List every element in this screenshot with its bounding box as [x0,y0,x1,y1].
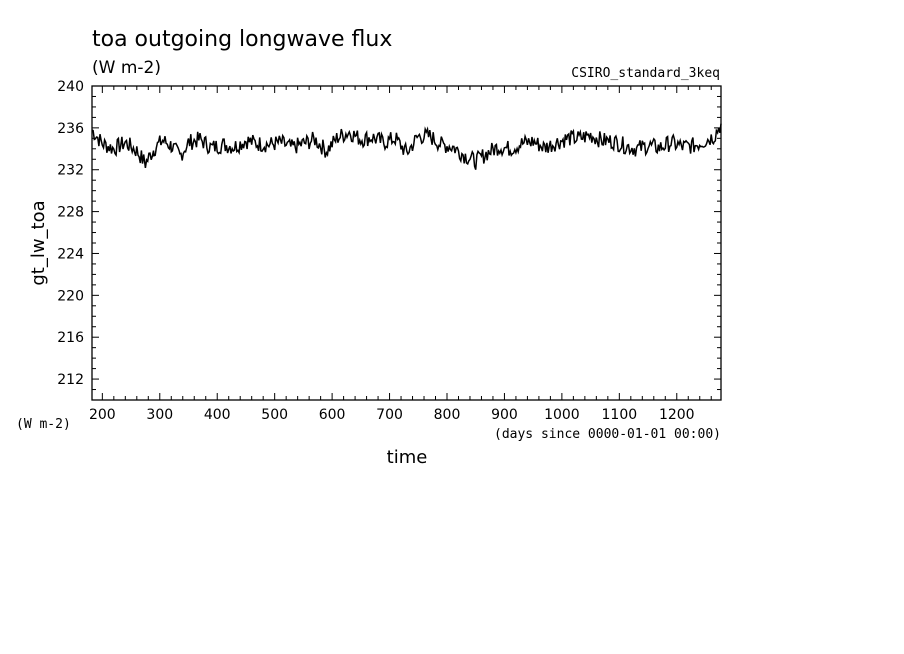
y-tick-label: 224 [57,246,84,262]
x-tick-label: 600 [319,407,346,423]
x-tick-label: 1100 [602,407,638,423]
y-axis-label: gt_lw_toa [28,200,49,285]
y-tick-label: 240 [57,79,84,95]
y-tick-label: 228 [57,205,84,221]
x-units-label: (days since 0000-01-01 00:00) [494,427,721,442]
chart-title: toa outgoing longwave flux [92,27,392,52]
y-tick-label: 212 [57,372,84,388]
x-tick-label: 800 [434,407,461,423]
y-tick-label: 216 [57,330,84,346]
x-tick-label: 900 [491,407,518,423]
x-tick-label: 700 [376,407,403,423]
x-tick-label: 400 [204,407,231,423]
x-axis-label: time [387,447,428,468]
series-line [91,123,722,170]
x-ticks: 200 300 400 500 600 700 800 900 1000 1100 1200 [89,86,712,423]
plot-frame [91,85,722,401]
y-ticks: 212 216 220 224 228 232 236 240 [57,79,721,401]
x-tick-label: 200 [89,407,116,423]
x-tick-label: 500 [261,407,288,423]
x-tick-label: 1200 [659,407,695,423]
y-tick-label: 236 [57,121,84,137]
y-units-label: (W m-2) [16,417,71,432]
chart-units: (W m-2) [92,58,161,78]
x-tick-label: 300 [146,407,173,423]
run-label: CSIRO_standard_3keq [571,66,720,81]
x-tick-label: 1000 [544,407,580,423]
y-tick-label: 232 [57,163,84,179]
y-tick-label: 220 [57,288,84,304]
